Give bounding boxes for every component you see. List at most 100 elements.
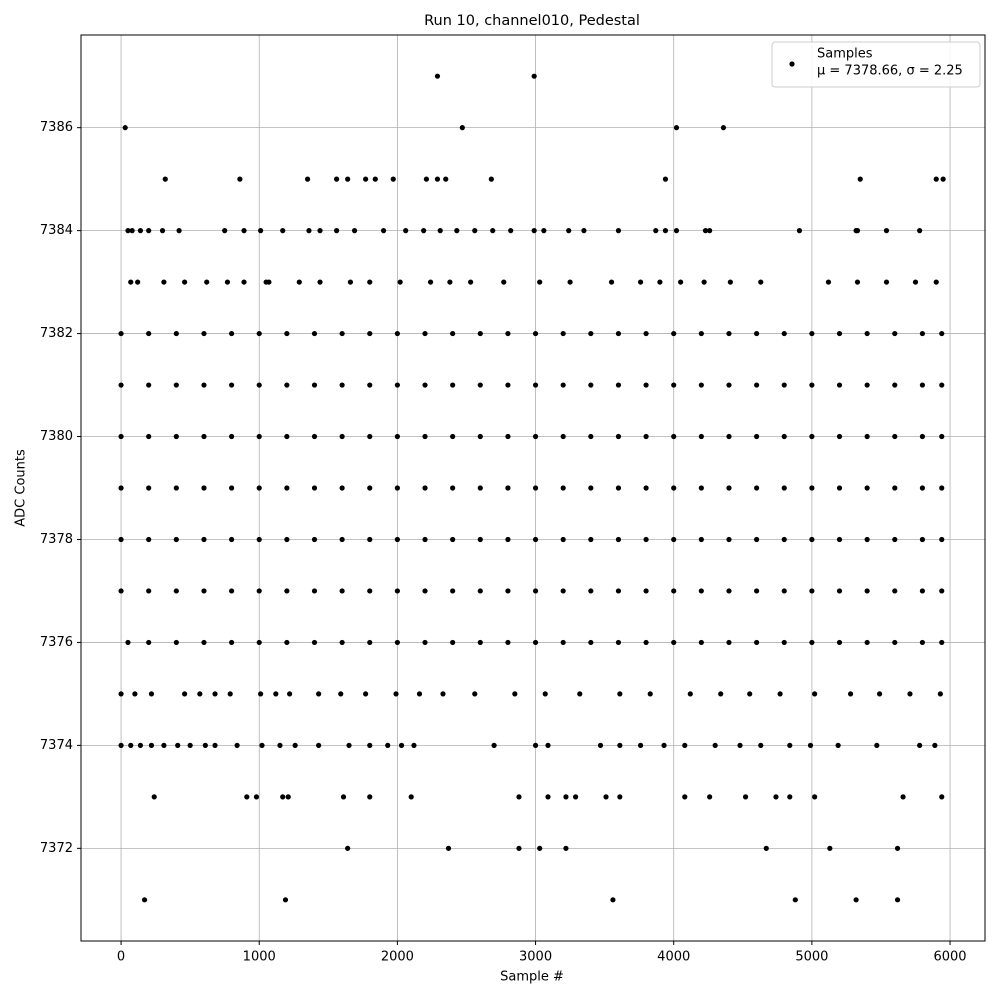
point: [505, 382, 511, 388]
point: [698, 330, 704, 337]
point: [874, 742, 880, 748]
point: [351, 228, 358, 234]
point: [807, 742, 814, 748]
x-tick-label: 3000: [519, 950, 552, 965]
point: [588, 330, 594, 337]
point: [919, 433, 926, 440]
point: [282, 897, 289, 903]
point: [702, 228, 709, 234]
point: [643, 433, 649, 440]
y-tick-label: 7378: [40, 532, 73, 547]
point: [758, 742, 764, 748]
point: [505, 485, 511, 491]
point: [560, 433, 566, 440]
point: [125, 228, 131, 234]
point: [118, 382, 124, 388]
point: [505, 588, 511, 594]
point: [754, 588, 760, 594]
point: [437, 228, 443, 234]
point: [617, 691, 623, 697]
y-tick-label: 7382: [40, 326, 73, 341]
point: [340, 794, 347, 800]
point: [367, 433, 373, 440]
point: [468, 279, 474, 285]
point: [617, 794, 623, 800]
point: [836, 382, 843, 388]
point: [671, 536, 677, 543]
point: [212, 691, 218, 697]
point: [422, 382, 428, 388]
point: [917, 228, 923, 234]
legend: Samples μ = 7378.66, σ = 2.25: [771, 41, 981, 88]
point: [347, 279, 354, 285]
point: [434, 73, 441, 79]
point: [726, 485, 732, 491]
point: [792, 897, 798, 903]
point: [241, 228, 247, 234]
legend-marker: [789, 61, 795, 67]
point: [146, 433, 152, 440]
point: [118, 742, 124, 748]
point: [408, 794, 414, 800]
point: [258, 691, 264, 697]
point: [450, 536, 456, 543]
point: [477, 639, 483, 646]
point: [698, 485, 704, 491]
point: [256, 330, 262, 337]
point: [864, 588, 870, 594]
point: [137, 228, 144, 234]
point: [339, 485, 345, 491]
point: [394, 382, 400, 388]
point: [588, 588, 594, 594]
point: [864, 382, 870, 388]
point: [345, 845, 351, 851]
point: [647, 691, 653, 697]
point: [939, 485, 945, 491]
point: [118, 691, 124, 697]
point: [876, 691, 883, 697]
point: [204, 279, 210, 285]
point: [450, 485, 456, 491]
point: [227, 691, 233, 697]
x-tick-label: 2000: [381, 950, 414, 965]
point: [422, 330, 428, 337]
point: [450, 639, 456, 646]
point: [919, 588, 926, 594]
point: [653, 228, 659, 234]
point: [477, 536, 483, 543]
point: [657, 279, 663, 285]
point: [284, 639, 290, 646]
point: [434, 176, 441, 182]
x-tick-label: 0: [117, 950, 125, 965]
point: [597, 742, 604, 748]
point: [603, 794, 609, 800]
point: [864, 330, 870, 337]
point: [615, 639, 622, 646]
point: [422, 588, 428, 594]
y-tick-label: 7372: [40, 841, 73, 856]
point: [228, 536, 235, 543]
point: [864, 536, 870, 543]
point: [615, 536, 622, 543]
point: [450, 433, 456, 440]
point: [671, 485, 677, 491]
point: [812, 794, 818, 800]
point: [682, 794, 688, 800]
point: [173, 382, 179, 388]
point: [253, 794, 260, 800]
point: [894, 897, 901, 903]
x-tick-label: 5000: [795, 950, 828, 965]
point: [560, 382, 566, 388]
point: [339, 330, 345, 337]
legend-note: μ = 7378.66, σ = 2.25: [817, 64, 963, 79]
point: [754, 433, 760, 440]
point: [787, 742, 793, 748]
point: [394, 588, 400, 594]
point: [311, 382, 318, 388]
point: [781, 485, 787, 491]
x-tick-label: 4000: [657, 950, 690, 965]
point: [698, 536, 704, 543]
point: [707, 794, 713, 800]
point: [256, 485, 262, 491]
point: [256, 536, 262, 543]
